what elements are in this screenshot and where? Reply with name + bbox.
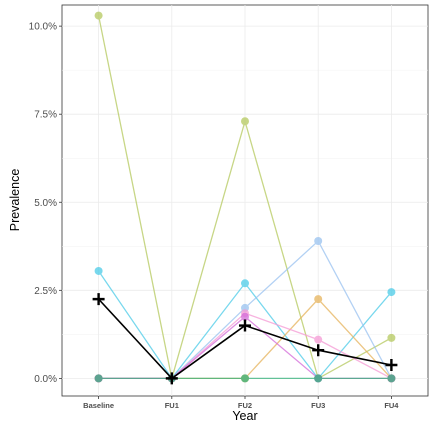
y-tick-label: 10.0% — [29, 22, 57, 33]
x-tick-label: Baseline — [83, 401, 114, 410]
series-point — [387, 333, 396, 342]
series-point — [387, 288, 396, 297]
y-tick-label: 7.5% — [34, 110, 57, 121]
x-tick-label: FU1 — [165, 401, 179, 410]
series-point — [314, 295, 323, 304]
mean-point-plus — [239, 319, 251, 332]
x-tick-label: FU4 — [384, 401, 399, 410]
x-axis-title: Year — [232, 409, 257, 423]
mean-point-plus — [312, 344, 325, 357]
series-point — [94, 374, 103, 383]
series-point — [314, 335, 323, 344]
series-point — [241, 312, 249, 321]
y-tick-label: 0.0% — [34, 374, 57, 385]
series-point — [94, 11, 103, 20]
x-tick-label: FU2 — [238, 401, 252, 410]
grid — [62, 5, 428, 396]
series-point — [387, 374, 396, 383]
series-point — [241, 117, 249, 126]
mean-point-plus — [92, 293, 105, 306]
series-point — [314, 374, 323, 383]
mean-line — [92, 293, 398, 385]
series-point — [241, 374, 249, 383]
y-tick-label: 2.5% — [34, 286, 57, 297]
series-point — [241, 279, 249, 288]
y-tick-label: 5.0% — [34, 198, 57, 209]
mean-point-plus — [165, 372, 178, 385]
y-axis: 0.0% 2.5% 5.0% 7.5% 10.0% — [29, 22, 62, 385]
series-lines — [94, 11, 396, 383]
x-axis: Baseline FU1 FU2 FU3 FU4 — [83, 396, 399, 410]
series-point — [94, 266, 103, 275]
y-axis-title: Prevalence — [8, 169, 22, 232]
series-point — [314, 237, 323, 246]
x-tick-label: FU3 — [311, 401, 325, 410]
mean-point-plus — [385, 359, 398, 372]
